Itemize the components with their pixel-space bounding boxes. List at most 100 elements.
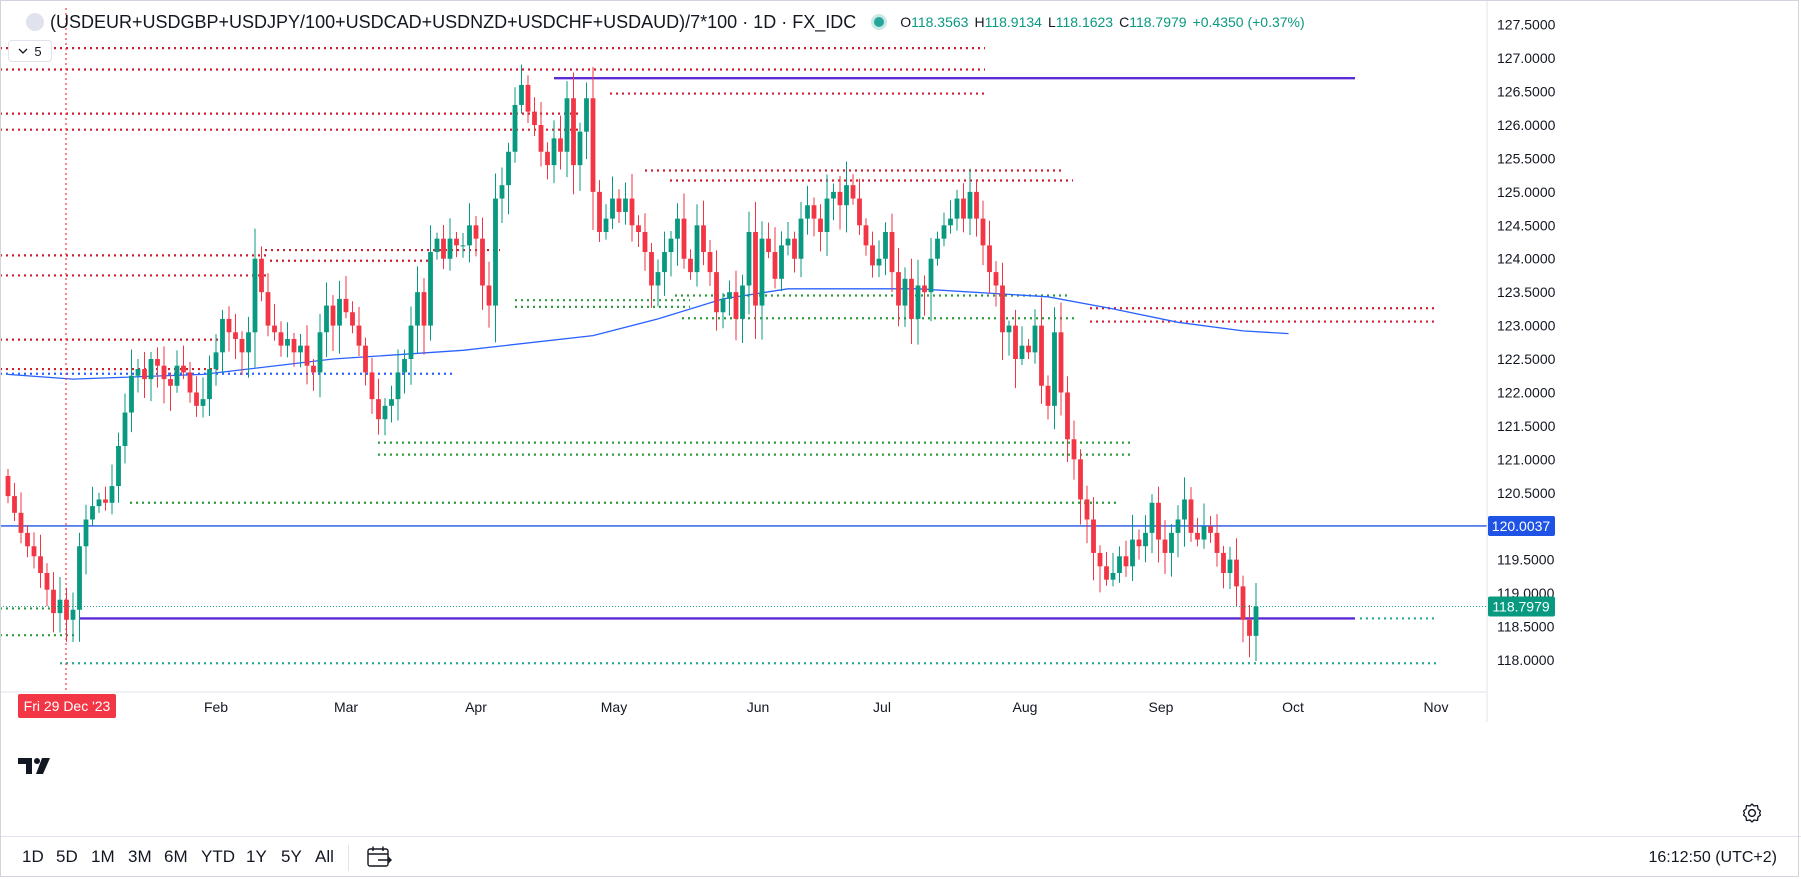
candle-up[interactable]: [610, 176, 615, 229]
candle-up[interactable]: [116, 432, 121, 503]
candle-down[interactable]: [304, 325, 310, 385]
candle-down[interactable]: [889, 213, 895, 293]
candle-up[interactable]: [935, 231, 940, 266]
candle-up[interactable]: [1227, 546, 1233, 590]
candle-up[interactable]: [499, 167, 505, 223]
candle-down[interactable]: [343, 276, 349, 319]
candle-down[interactable]: [792, 231, 797, 273]
candle-up[interactable]: [584, 82, 589, 160]
candle-up[interactable]: [1149, 494, 1155, 554]
candle-up[interactable]: [246, 316, 251, 378]
candle-down[interactable]: [961, 183, 966, 233]
candle-down[interactable]: [12, 482, 17, 522]
gear-icon[interactable]: [1741, 802, 1763, 824]
candle-down[interactable]: [753, 201, 758, 339]
candle-up[interactable]: [447, 218, 453, 271]
candle-down[interactable]: [818, 204, 823, 252]
candle-down[interactable]: [376, 378, 381, 435]
candle-down[interactable]: [1240, 575, 1246, 643]
candle-up[interactable]: [623, 182, 628, 225]
candle-down[interactable]: [1234, 538, 1239, 607]
candle-down[interactable]: [597, 180, 602, 243]
candle-down[interactable]: [850, 174, 856, 205]
candle-up[interactable]: [324, 282, 329, 358]
candle-down[interactable]: [1000, 262, 1005, 361]
candle-up[interactable]: [70, 592, 76, 643]
candle-down[interactable]: [441, 224, 446, 270]
candle-up[interactable]: [577, 122, 583, 191]
candle-up[interactable]: [1182, 477, 1187, 547]
candle-down[interactable]: [1065, 376, 1070, 462]
candle-up[interactable]: [759, 221, 765, 340]
candle-down[interactable]: [1123, 540, 1129, 577]
candle-up[interactable]: [720, 292, 726, 329]
candle-up[interactable]: [746, 211, 752, 315]
candle-up[interactable]: [876, 240, 882, 278]
candle-up[interactable]: [298, 333, 303, 368]
candle-down[interactable]: [636, 215, 641, 248]
candle-down[interactable]: [558, 115, 563, 170]
candle-up[interactable]: [727, 280, 732, 316]
candle-down[interactable]: [272, 303, 277, 341]
candle-down[interactable]: [714, 250, 719, 331]
range-3m-button[interactable]: 3M: [128, 847, 152, 866]
candle-up[interactable]: [1175, 505, 1181, 558]
candle-down[interactable]: [454, 231, 459, 258]
candle-up[interactable]: [83, 504, 89, 575]
range-6m-button[interactable]: 6M: [164, 847, 188, 866]
candle-up[interactable]: [434, 232, 440, 260]
candle-up[interactable]: [662, 231, 667, 296]
candle-down[interactable]: [103, 486, 108, 511]
candle-up[interactable]: [564, 81, 570, 178]
candle-down[interactable]: [1078, 449, 1083, 525]
candle-up[interactable]: [135, 359, 141, 393]
candle-up[interactable]: [493, 173, 498, 343]
candle-up[interactable]: [285, 322, 290, 358]
candle-down[interactable]: [226, 306, 232, 352]
candle-up[interactable]: [467, 203, 472, 263]
candle-down[interactable]: [259, 246, 264, 302]
candle-up[interactable]: [317, 313, 323, 398]
candle-down[interactable]: [590, 66, 596, 230]
candle-up[interactable]: [1117, 546, 1122, 583]
candle-up[interactable]: [402, 349, 407, 394]
candle-up[interactable]: [1201, 503, 1207, 549]
candle-up[interactable]: [337, 280, 342, 354]
candle-down[interactable]: [142, 351, 147, 398]
indicators-toggle-button[interactable]: 5: [8, 40, 52, 62]
candle-up[interactable]: [129, 349, 134, 433]
candle-down[interactable]: [649, 243, 654, 308]
candle-up[interactable]: [512, 87, 518, 163]
candle-down[interactable]: [545, 142, 550, 180]
candle-down[interactable]: [161, 346, 167, 404]
candle-down[interactable]: [473, 215, 479, 257]
candle-up[interactable]: [174, 350, 180, 393]
candle-down[interactable]: [187, 362, 193, 403]
candle-down[interactable]: [1045, 375, 1051, 420]
candle-down[interactable]: [811, 197, 817, 237]
candle-up[interactable]: [948, 200, 953, 234]
range-5d-button[interactable]: 5D: [56, 847, 78, 866]
candle-down[interactable]: [181, 345, 186, 380]
candle-up[interactable]: [779, 231, 784, 292]
candle-down[interactable]: [233, 313, 238, 360]
candle-up[interactable]: [207, 355, 212, 417]
candle-down[interactable]: [1162, 520, 1168, 574]
candle-down[interactable]: [1247, 605, 1252, 658]
candle-up[interactable]: [655, 259, 661, 307]
symbol-title[interactable]: (USDEUR+USDGBP+USDJPY/100+USDCAD+USDNZD+…: [50, 11, 857, 32]
candle-up[interactable]: [902, 267, 908, 327]
candle-down[interactable]: [896, 248, 901, 327]
range-ytd-button[interactable]: YTD: [201, 847, 235, 866]
candle-up[interactable]: [395, 349, 401, 421]
candle-down[interactable]: [1104, 551, 1109, 586]
candle-down[interactable]: [44, 563, 50, 607]
candle-down[interactable]: [688, 249, 693, 280]
candle-down[interactable]: [857, 178, 862, 235]
candle-up[interactable]: [90, 486, 95, 526]
candle-down[interactable]: [629, 173, 635, 242]
candle-down[interactable]: [1214, 514, 1220, 567]
candle-up[interactable]: [96, 492, 102, 513]
candle-down[interactable]: [766, 222, 771, 259]
candle-up[interactable]: [220, 309, 225, 374]
